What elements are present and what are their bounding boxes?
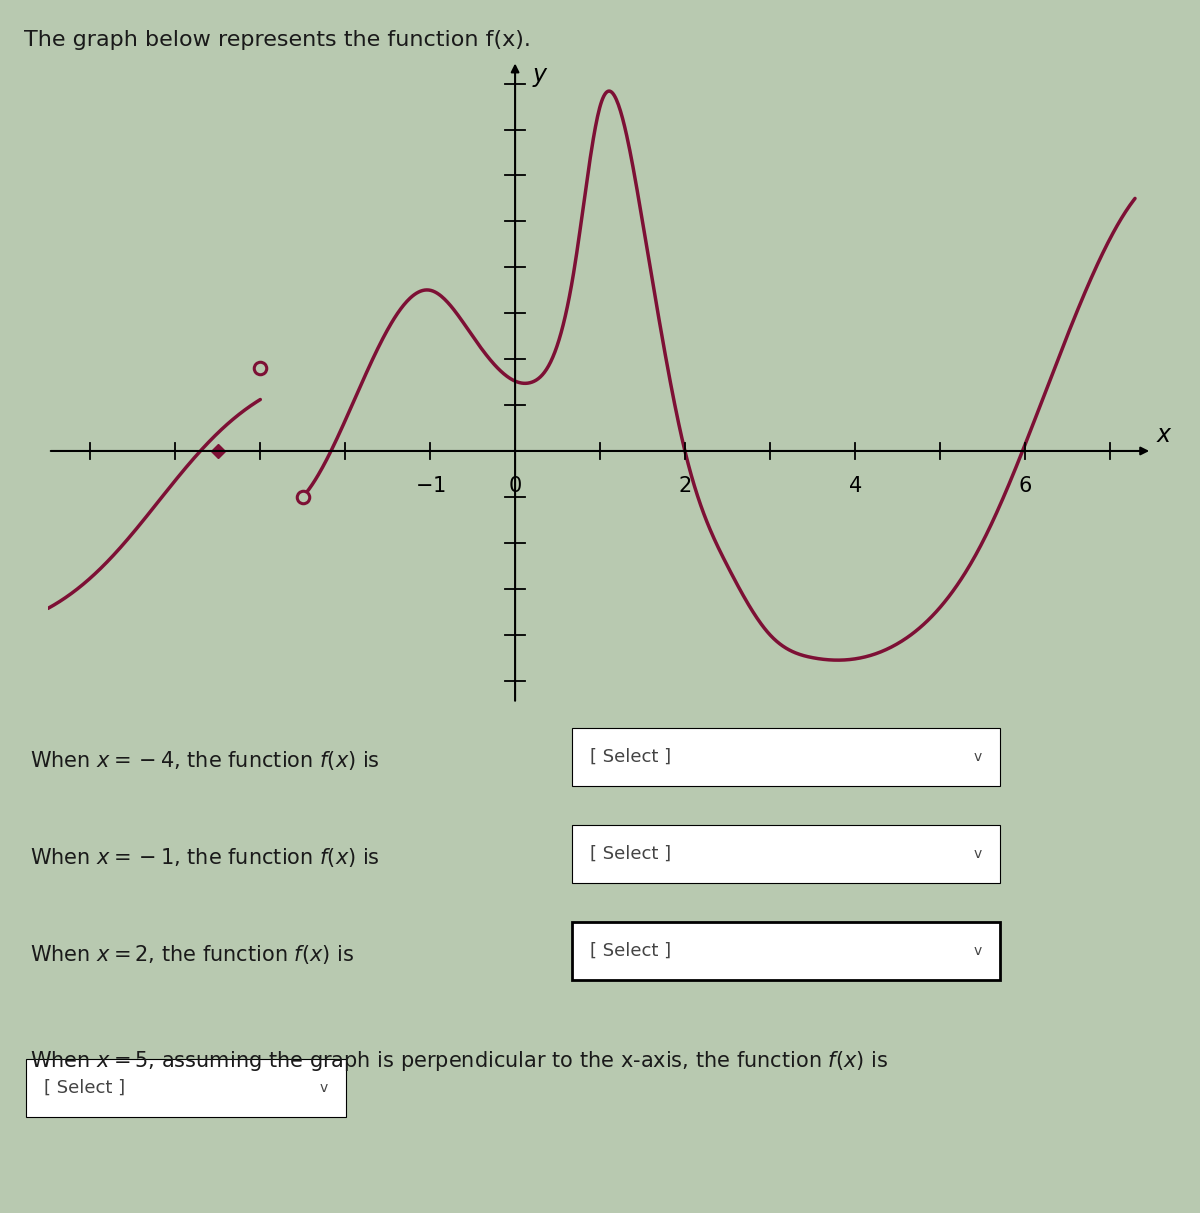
Text: v: v xyxy=(974,944,982,958)
Text: $y$: $y$ xyxy=(532,66,548,90)
Text: When $x = 2$, the function $f(x)$ is: When $x = 2$, the function $f(x)$ is xyxy=(30,944,354,966)
Text: v: v xyxy=(974,750,982,764)
Text: $0$: $0$ xyxy=(508,477,522,496)
Text: When $x = -1$, the function $f(x)$ is: When $x = -1$, the function $f(x)$ is xyxy=(30,847,380,869)
Text: $4$: $4$ xyxy=(847,477,862,496)
Text: v: v xyxy=(974,847,982,861)
Text: $x$: $x$ xyxy=(1157,423,1174,446)
Text: $2$: $2$ xyxy=(678,477,691,496)
Text: The graph below represents the function f(x).: The graph below represents the function … xyxy=(24,30,530,50)
Text: v: v xyxy=(320,1081,328,1095)
Text: [ Select ]: [ Select ] xyxy=(44,1080,126,1097)
Text: $6$: $6$ xyxy=(1018,477,1032,496)
Text: [ Select ]: [ Select ] xyxy=(590,943,672,959)
Text: When $x = -4$, the function $f(x)$ is: When $x = -4$, the function $f(x)$ is xyxy=(30,750,380,771)
Text: $-1$: $-1$ xyxy=(415,477,445,496)
Text: [ Select ]: [ Select ] xyxy=(590,845,672,862)
Text: When $x = 5$, assuming the graph is perpendicular to the x-axis, the function $f: When $x = 5$, assuming the graph is perp… xyxy=(30,1049,888,1074)
Text: [ Select ]: [ Select ] xyxy=(590,748,672,765)
